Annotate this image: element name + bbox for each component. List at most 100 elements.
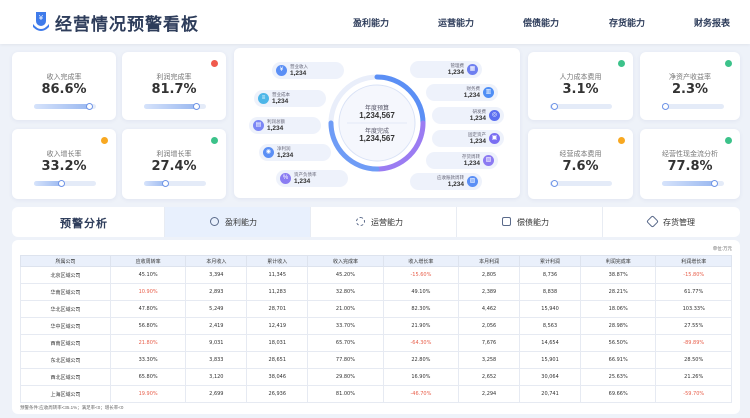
table-row[interactable]: 华南区域公司 10.90% 2,893 11,283 32.80% 49.10% 2,389… bbox=[20, 283, 732, 301]
page-title: 经营情况预警看板 bbox=[55, 15, 199, 35]
nav-item-financial-reports[interactable]: 财务报表 bbox=[694, 19, 731, 29]
table-row[interactable]: 华中区域公司 56.80% 2,419 12,419 33.70% 21.90% 2,056… bbox=[20, 317, 732, 335]
status-dot bbox=[101, 137, 108, 144]
table-cell: 西北区域公司 bbox=[20, 368, 111, 386]
nav-item-profitability[interactable]: 盈利能力 bbox=[353, 19, 390, 29]
kpi-label: 经营性现金流分析 bbox=[662, 150, 718, 158]
kpi-card[interactable]: 利润增长率 27.4% bbox=[122, 129, 226, 199]
table-cell: 21.00% bbox=[307, 300, 384, 318]
metric-pill[interactable]: ◉ 净利润 1,234 bbox=[259, 144, 331, 161]
table-cell: 15,901 bbox=[519, 351, 581, 369]
kpi-label: 净资产收益率 bbox=[669, 73, 711, 81]
metric-pill[interactable]: ▨ 应收账款周转 1,234 bbox=[410, 173, 482, 190]
kpi-card[interactable]: 经营成本费用 7.6% bbox=[528, 129, 633, 199]
kpi-label: 收入增长率 bbox=[46, 150, 82, 158]
nav-item-inventory[interactable]: 存货能力 bbox=[609, 19, 646, 29]
kpi-card[interactable]: 收入增长率 33.2% bbox=[12, 129, 116, 199]
table-cell: 65.80% bbox=[109, 368, 187, 386]
tab-inventory[interactable]: 存货管理 bbox=[602, 207, 740, 237]
metric-label: 净利润 bbox=[277, 147, 291, 152]
kpi-progress bbox=[144, 180, 206, 187]
metric-pill[interactable]: ▥ 财务费 1,234 bbox=[426, 84, 498, 101]
tab-profitability[interactable]: 盈利能力 bbox=[164, 207, 310, 237]
status-dot bbox=[211, 137, 218, 144]
metric-label: 财务费 bbox=[466, 87, 481, 92]
kpi-value: 2.3% bbox=[671, 82, 709, 97]
table-cell: 27.55% bbox=[655, 317, 732, 335]
nav-item-solvency[interactable]: 偿债能力 bbox=[523, 19, 560, 29]
kpi-progress bbox=[550, 103, 612, 110]
nav-item-operations[interactable]: 运营能力 bbox=[438, 19, 475, 29]
budget-value: 1,234,567 bbox=[359, 111, 395, 120]
table-row[interactable]: 西北区域公司 65.80% 3,120 38,046 29.80% 16.90% 2,652… bbox=[20, 368, 732, 386]
metric-pill[interactable]: ▦ 管理费 1,234 bbox=[410, 61, 482, 78]
table-cell: -89.89% bbox=[655, 334, 732, 352]
metric-label: 研发费 bbox=[472, 110, 487, 115]
metric-icon: ◎ bbox=[489, 110, 500, 121]
table-cell: 东北区域公司 bbox=[20, 351, 111, 369]
metric-pill[interactable]: % 资产负债率 1,234 bbox=[276, 170, 348, 187]
table-row[interactable]: 西南区域公司 21.80% 9,031 18,031 65.70% -64.30% 7,67… bbox=[20, 334, 732, 352]
table-cell: 38.87% bbox=[579, 266, 657, 284]
metric-icon: ▤ bbox=[253, 120, 264, 131]
metric-label: 利润总额 bbox=[267, 120, 285, 125]
table-cell: 26,936 bbox=[246, 385, 309, 403]
gear-icon bbox=[356, 217, 365, 226]
kpi-value: 81.7% bbox=[151, 82, 197, 97]
metric-pill[interactable]: ≡ 营业成本 1,234 bbox=[254, 90, 326, 107]
kpi-label: 经营成本费用 bbox=[559, 150, 602, 158]
tab-operations[interactable]: 运营能力 bbox=[310, 207, 456, 237]
metric-icon: ≡ bbox=[258, 93, 269, 104]
kpi-card[interactable]: 收入完成率 86.6% bbox=[12, 52, 116, 120]
metric-pill[interactable]: ▣ 固定资产 1,234 bbox=[432, 130, 504, 147]
table-cell: -15.60% bbox=[382, 266, 460, 284]
table-row[interactable]: 上海区域公司 19.90% 2,699 26,936 81.00% -46.70% 2,29… bbox=[20, 385, 732, 403]
metric-value: 1,234 bbox=[267, 125, 284, 132]
logo-icon: ¥ bbox=[33, 12, 49, 31]
table-cell: 4,462 bbox=[458, 300, 521, 318]
metric-pill[interactable]: ¥ 营业收入 1,234 bbox=[272, 62, 344, 79]
table-cell: 22.80% bbox=[382, 351, 460, 369]
kpi-card[interactable]: 净资产收益率 2.3% bbox=[640, 52, 740, 120]
table-row[interactable]: 北京区域公司 45.10% 3,394 11,345 45.20% -15.60% 2,80… bbox=[20, 266, 732, 284]
kpi-value: 86.6% bbox=[41, 82, 87, 97]
metric-value: 1,234 bbox=[272, 98, 289, 105]
header-bar: ¥ 经营情况预警看板 盈利能力 运营能力 偿债能力 存货能力 财务报表 bbox=[0, 0, 750, 44]
metric-pill[interactable]: ▧ 存货周转 1,234 bbox=[426, 152, 498, 169]
metric-label: 营业成本 bbox=[272, 93, 290, 98]
kpi-label: 利润增长率 bbox=[156, 150, 192, 158]
table-cell: 华北区域公司 bbox=[20, 300, 111, 318]
kpi-card[interactable]: 经营性现金流分析 77.8% bbox=[640, 129, 740, 199]
table-cell: 11,345 bbox=[246, 266, 309, 284]
table-cell: 8,736 bbox=[519, 266, 581, 284]
metric-value: 1,234 bbox=[463, 160, 480, 167]
metric-value: 1,234 bbox=[290, 70, 307, 77]
table-cell: 45.20% bbox=[307, 266, 384, 284]
column-header: 利润完成率 bbox=[579, 255, 657, 267]
kpi-value: 33.2% bbox=[41, 159, 87, 174]
kpi-card[interactable]: 利润完成率 81.7% bbox=[122, 52, 226, 120]
table-cell: 81.00% bbox=[307, 385, 384, 403]
metric-label: 资产负债率 bbox=[294, 173, 317, 178]
table-cell: -15.80% bbox=[655, 266, 732, 284]
metric-value: 1,234 bbox=[463, 92, 480, 99]
table-cell: 14,654 bbox=[519, 334, 581, 352]
tab-solvency[interactable]: 偿债能力 bbox=[456, 207, 602, 237]
table-cell: 33.70% bbox=[307, 317, 384, 335]
metric-icon: ▨ bbox=[467, 176, 478, 187]
kpi-card[interactable]: 人力成本费用 3.1% bbox=[528, 52, 633, 120]
kpi-label: 利润完成率 bbox=[156, 73, 192, 81]
table-header-row: 所属公司 应收周转率 本月收入 累计收入 收入完成率 收入增长率 本月利润 累计利润 利润完成率… bbox=[20, 255, 732, 267]
column-header: 本月利润 bbox=[458, 255, 521, 267]
table-cell: 28.50% bbox=[655, 351, 732, 369]
table-cell: 82.30% bbox=[382, 300, 460, 318]
table-cell: 20,741 bbox=[519, 385, 581, 403]
status-dot bbox=[725, 60, 732, 67]
metric-pill[interactable]: ▤ 利润总额 1,234 bbox=[249, 117, 321, 134]
table-row[interactable]: 东北区域公司 33.30% 3,833 28,651 77.80% 22.80% 3,258… bbox=[20, 351, 732, 369]
actual-value: 1,234,567 bbox=[359, 134, 395, 143]
table-row[interactable]: 华北区域公司 47.80% 5,249 28,701 21.00% 82.30% 4,462… bbox=[20, 300, 732, 318]
table-cell: 2,893 bbox=[185, 283, 248, 301]
metric-pill[interactable]: ◎ 研发费 1,234 bbox=[432, 107, 504, 124]
table-cell: 西南区域公司 bbox=[20, 334, 111, 352]
